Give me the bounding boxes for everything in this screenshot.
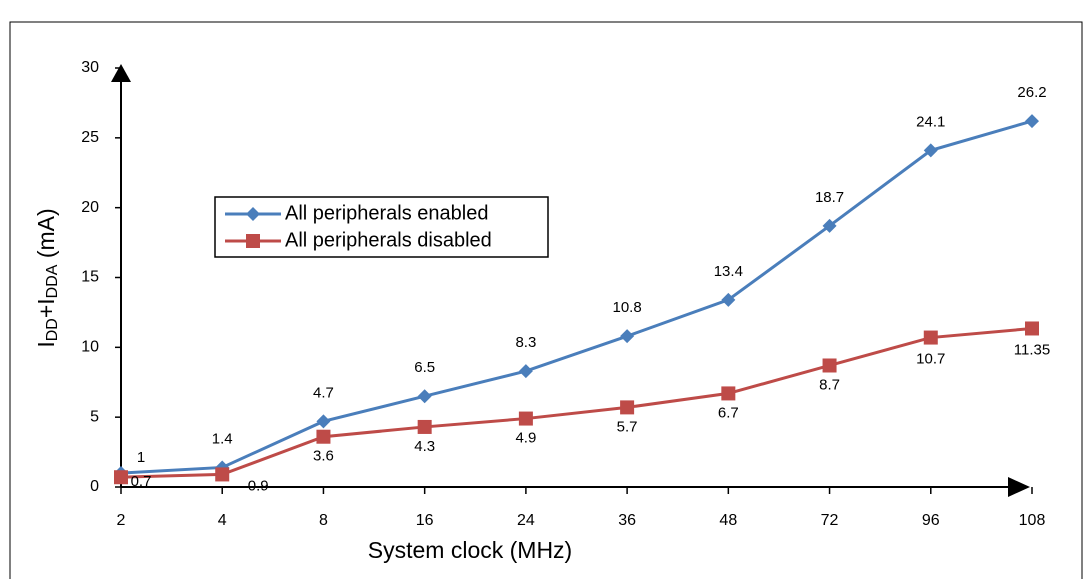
x-tick-label: 2 [117,512,126,529]
data-label: 24.1 [916,113,945,130]
frame [9,21,1083,579]
data-label: 6.5 [414,359,435,376]
data-label: 11.35 [1014,341,1050,358]
legend-marker [246,234,260,248]
x-tick-label: 108 [1019,512,1046,529]
y-axis-label: IDD+IDDA (mA) [33,208,61,347]
x-tick-label: 72 [821,512,839,529]
y-tick-label: 30 [81,59,99,76]
legend-box [214,196,549,258]
data-label: 26.2 [1017,84,1046,101]
point [923,143,938,158]
point [721,292,736,307]
data-label: 5.7 [617,418,638,435]
point [923,330,938,345]
point [316,414,331,429]
y-tick-label: 0 [90,478,99,495]
point [620,400,635,415]
legend-label: All peripherals disabled [285,229,492,251]
series-line [120,326,1033,479]
y-label-part: +I [33,298,59,318]
x-tick-label: 8 [319,512,328,529]
y-label-part: I [33,341,59,347]
point [620,329,635,344]
data-label: 0.7 [131,473,152,490]
y-tick-label: 10 [81,339,99,356]
data-label: 3.6 [313,448,334,465]
y-tick-label: 20 [81,199,99,216]
point [721,386,736,401]
point [822,358,837,373]
legend-label: All peripherals enabled [285,202,488,224]
x-tick-label: 4 [218,512,227,529]
y-tick-label: 25 [81,129,99,146]
data-label: 13.4 [714,263,743,280]
x-tick-label: 48 [719,512,737,529]
legend-marker [246,207,260,221]
data-label: 1.4 [212,430,233,447]
data-label: 8.3 [515,334,536,351]
data-label: 1 [137,449,145,466]
point [417,389,432,404]
data-label: 8.7 [819,376,840,393]
y-label-part: (mA) [33,208,59,264]
data-label: 0.9 [248,477,269,494]
x-axis-label: System clock (MHz) [368,537,572,563]
x-tick-label: 36 [618,512,636,529]
point [215,467,230,482]
x-tick-label: 96 [922,512,940,529]
y-tick-label: 15 [81,269,99,286]
data-label: 4.3 [414,438,435,455]
y-axis-arrow [111,64,131,82]
data-label: 6.7 [718,404,739,421]
y-label-sub: DDA [44,264,61,298]
y-tick-label: 5 [90,408,99,425]
x-tick-label: 16 [416,512,434,529]
series-line [120,119,1033,475]
x-tick-label: 24 [517,512,535,529]
x-axis-arrow [1008,477,1030,497]
point [1025,114,1039,129]
data-label: 4.7 [313,384,334,401]
data-label: 4.9 [515,430,536,447]
point [114,470,128,485]
point [417,419,432,434]
data-label: 18.7 [815,189,844,206]
data-label: 10.7 [916,351,945,368]
point [822,218,837,233]
data-label: 10.8 [613,299,642,316]
point [1025,321,1039,336]
point [518,411,533,426]
point [518,364,533,379]
point [316,429,331,444]
y-label-sub: DD [44,318,61,341]
